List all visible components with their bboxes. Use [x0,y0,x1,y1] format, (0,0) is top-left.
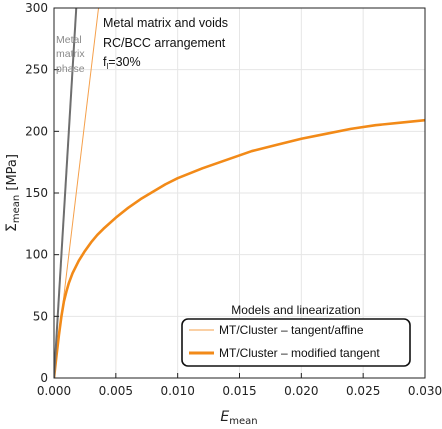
x-axis-title: Emean [220,409,257,427]
annotation-fraction: fl=30% [103,55,141,71]
y-tick-label-6: 300 [25,1,48,15]
x-tick-label-4: 0.020 [284,384,318,398]
x-tick-label-5: 0.025 [346,384,380,398]
legend-title: Models and linearization [231,303,360,317]
phase-label-1: Metal [56,34,82,46]
y-axis-title: Σmean [MPa] [4,154,22,232]
y-axis-title-unit: [MPa] [5,154,20,195]
annotation-fraction-base: f [103,55,107,69]
annotation-fraction-value: =30% [108,55,140,69]
ticks: 0.000 0.005 0.010 0.015 0.020 0.025 0.030 0 50 10… [25,1,442,398]
y-tick-label-2: 100 [25,248,48,262]
y-tick-label-5: 250 [25,63,48,77]
y-tick-label-3: 150 [25,186,48,200]
x-tick-label-0: 0.000 [37,384,71,398]
y-tick-label-0: 0 [40,371,48,385]
y-tick-label-1: 50 [33,309,48,323]
x-axis-title-main: E [220,409,229,425]
phase-label-2: matrix [56,48,85,60]
annotation-line-2: RC/BCC arrangement [103,36,226,50]
x-tick-label-6: 0.030 [408,384,442,398]
y-axis-title-sub: mean [11,195,22,223]
annotation-fraction-sub: l [106,62,108,71]
y-tick-label-4: 200 [25,124,48,138]
x-tick-label-2: 0.010 [160,384,194,398]
phase-label-3: phase [56,63,85,75]
x-tick-label-3: 0.015 [222,384,256,398]
series-modified-tangent [54,118,425,378]
legend-label-tangent-affine: MT/Cluster – tangent/affine [219,323,364,337]
legend-label-modified-tangent: MT/Cluster – modified tangent [219,346,380,360]
x-tick-label-1: 0.005 [99,384,133,398]
annotation-line-1: Metal matrix and voids [103,16,228,30]
y-axis-title-main: Σ [4,223,20,232]
x-axis-title-sub: mean [229,416,257,427]
legend-box [181,318,411,367]
